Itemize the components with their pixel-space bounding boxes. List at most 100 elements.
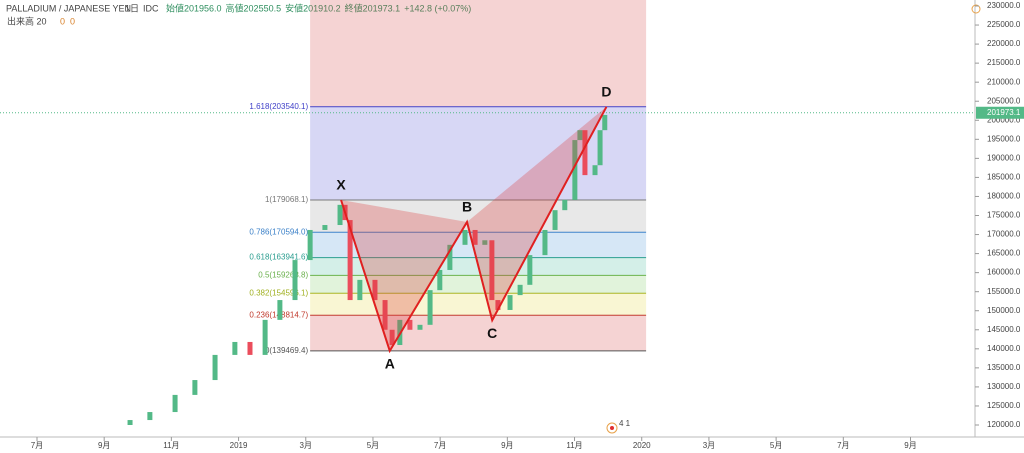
y-tick-label: 210000.0 xyxy=(987,77,1021,86)
x-tick-label: 9月 xyxy=(501,441,513,450)
y-tick-label: 205000.0 xyxy=(987,96,1021,105)
candle xyxy=(482,240,488,245)
candle xyxy=(552,210,558,230)
y-tick-label: 175000.0 xyxy=(987,211,1021,220)
x-tick-label: 11月 xyxy=(566,441,582,450)
candle xyxy=(517,284,523,296)
candle xyxy=(495,300,501,310)
x-tick-label: 5月 xyxy=(367,441,379,450)
candle xyxy=(507,295,513,310)
x-tick-label: 2019 xyxy=(230,441,248,450)
y-tick-label: 150000.0 xyxy=(987,306,1021,315)
fib-zone xyxy=(310,293,647,316)
candle xyxy=(427,290,433,325)
alert-icon[interactable] xyxy=(971,4,981,14)
candle xyxy=(212,354,218,381)
x-tick-label: 9月 xyxy=(98,441,110,450)
candle xyxy=(172,394,178,413)
candle xyxy=(602,114,608,131)
fib-zone xyxy=(310,0,647,107)
x-tick-label: 7月 xyxy=(434,441,446,450)
fib-label: 0.618(163941.6) xyxy=(249,253,308,262)
candle xyxy=(417,324,423,330)
candle xyxy=(347,220,353,301)
candle xyxy=(192,380,198,395)
ohlc-value: +142.8 (+0.07%) xyxy=(404,3,471,13)
y-tick-label: 155000.0 xyxy=(987,287,1021,296)
candle xyxy=(437,269,443,291)
last-price-tag xyxy=(976,106,1024,119)
candle xyxy=(462,229,468,245)
fib-zone xyxy=(310,232,647,258)
y-tick-label: 135000.0 xyxy=(987,363,1021,372)
fib-label: 0.786(170594.0) xyxy=(249,227,308,236)
candle xyxy=(597,130,603,166)
candle xyxy=(592,165,598,176)
candle xyxy=(277,300,283,320)
x-tick-label: 3月 xyxy=(703,441,715,450)
candle xyxy=(262,319,268,355)
event-marker xyxy=(606,422,618,434)
event-label: 4 1 xyxy=(619,419,631,428)
candle xyxy=(577,130,583,141)
y-tick-label: 165000.0 xyxy=(987,249,1021,258)
candle xyxy=(389,329,395,346)
ohlc-value: 終値201973.1 xyxy=(345,2,401,13)
y-tick-label: 200000.0 xyxy=(987,115,1021,124)
y-tick-label: 225000.0 xyxy=(987,20,1021,29)
fib-zone xyxy=(310,200,647,233)
pattern-point-label: X xyxy=(336,177,346,193)
candle xyxy=(127,420,133,425)
pattern-point-label: B xyxy=(462,199,472,215)
candle xyxy=(247,341,253,355)
pattern-line xyxy=(340,106,608,354)
x-tick-label: 5月 xyxy=(770,441,782,450)
volume-value: 0 xyxy=(60,16,65,26)
candle xyxy=(489,240,495,301)
y-tick-label: 180000.0 xyxy=(987,192,1021,201)
fib-label: 0(139469.4) xyxy=(265,346,308,355)
fib-label: 0.382(154596.1) xyxy=(249,288,308,297)
y-tick-label: 220000.0 xyxy=(987,39,1021,48)
candle xyxy=(542,229,548,256)
y-tick-label: 125000.0 xyxy=(987,401,1021,410)
source: IDC xyxy=(143,3,159,13)
fib-zone xyxy=(310,315,647,351)
candle xyxy=(582,130,588,176)
candle xyxy=(572,140,578,200)
pattern-fill xyxy=(341,200,468,351)
x-tick-label: 2020 xyxy=(633,441,651,450)
candle xyxy=(232,341,238,355)
y-tick-label: 185000.0 xyxy=(987,173,1021,182)
candle xyxy=(382,300,388,330)
pattern-fill xyxy=(467,106,607,321)
y-tick-label: 130000.0 xyxy=(987,382,1021,391)
event-dot xyxy=(610,426,614,430)
candle xyxy=(407,319,413,330)
candle xyxy=(472,229,478,245)
candle xyxy=(562,199,568,211)
candle xyxy=(147,412,153,421)
candle xyxy=(307,229,313,261)
y-tick-label: 140000.0 xyxy=(987,344,1021,353)
fib-label: 1(179068.1) xyxy=(265,195,308,204)
pattern-point-label: C xyxy=(487,325,497,341)
candle xyxy=(527,255,533,285)
x-tick-label: 11月 xyxy=(163,441,179,450)
y-tick-label: 190000.0 xyxy=(987,153,1021,162)
ohlc-value: 始値201956.0 xyxy=(166,2,222,13)
pattern-point-label: A xyxy=(385,356,395,372)
y-tick-label: 160000.0 xyxy=(987,268,1021,277)
y-tick-label: 120000.0 xyxy=(987,420,1021,429)
x-tick-label: 7月 xyxy=(31,441,43,450)
x-tick-label: 7月 xyxy=(837,441,849,450)
y-tick-label: 230000.0 xyxy=(987,1,1021,10)
interval: 1日 xyxy=(125,3,139,13)
candle xyxy=(322,225,328,230)
ohlc-value: 高値202550.5 xyxy=(226,2,282,13)
y-tick-label: 145000.0 xyxy=(987,325,1021,334)
candle xyxy=(447,244,453,270)
candle xyxy=(337,204,343,226)
